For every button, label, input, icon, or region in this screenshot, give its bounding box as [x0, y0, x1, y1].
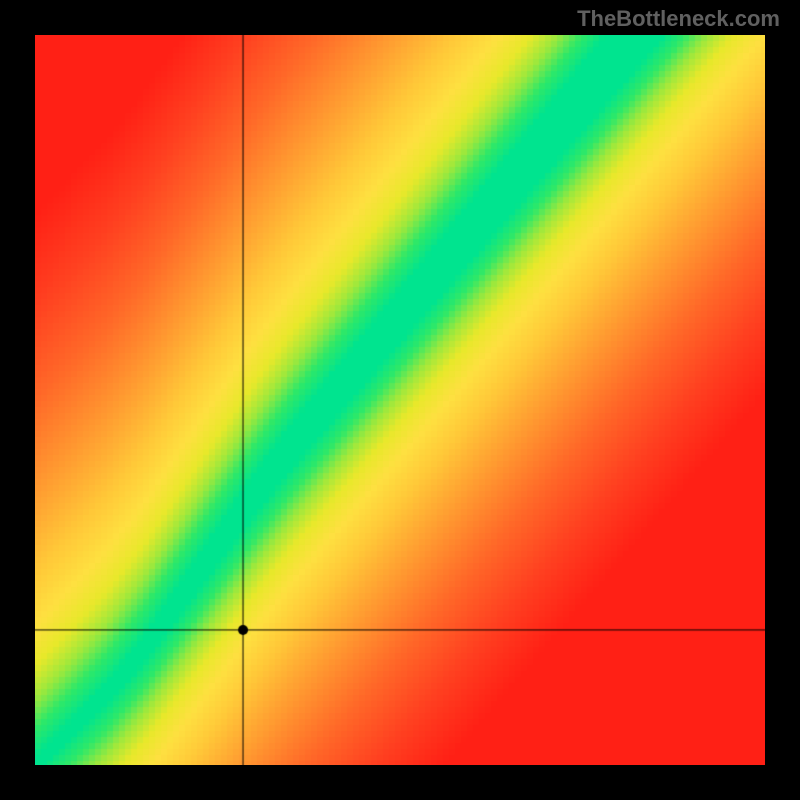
chart-container: TheBottleneck.com — [0, 0, 800, 800]
heatmap-canvas — [35, 35, 765, 765]
watermark-label: TheBottleneck.com — [577, 6, 780, 32]
heatmap-area — [35, 35, 765, 765]
